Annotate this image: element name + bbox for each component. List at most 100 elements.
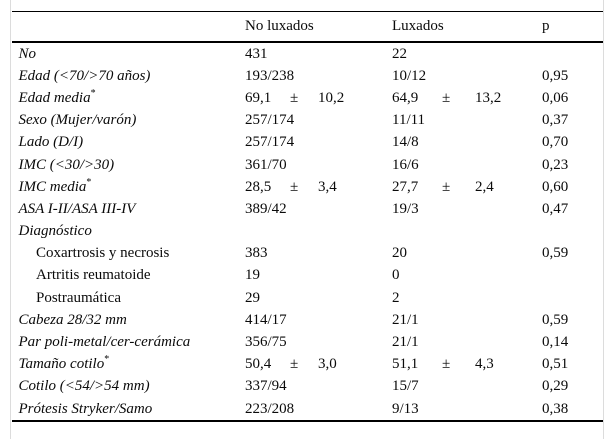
value-mean: 389/42 [245, 200, 287, 217]
row-label-cell: Edad (<70/>70 años) [12, 68, 245, 85]
luxados-cell: 15/7 [392, 378, 542, 395]
row-label-cell: Diagnóstico [12, 223, 245, 240]
row-label-cell: IMC (<30/>30) [12, 157, 245, 174]
table-row: Tamaño cotilo* 50,4 ±3,0 51,1 ±4,3 0,51 [12, 354, 603, 376]
row-label-cell: Cotilo (<54/>54 mm) [12, 378, 245, 395]
luxados-cell: 51,1 ±4,3 [392, 356, 542, 373]
luxados-cell: 21/1 [392, 312, 542, 329]
table-row: Edad (<70/>70 años) 193/238 10/12 0,95 [12, 65, 603, 87]
row-label: Cabeza 28/32 mm [18, 311, 127, 328]
luxados-cell: 11/11 [392, 112, 542, 129]
value-mean: 383 [245, 245, 268, 262]
table-row: ASA I-II/ASA III-IV 389/42 19/3 0,47 [12, 198, 603, 220]
row-label-cell: ASA I-II/ASA III-IV [12, 201, 245, 218]
row-label-cell: Coxartrosis y necrosis [12, 245, 245, 262]
no-luxados-cell: 28,5 ±3,4 [245, 179, 392, 196]
value-mean: 9/13 [392, 400, 419, 417]
value-sd: 4,3 [475, 356, 494, 373]
row-label: Postraumática [36, 289, 121, 306]
value-mean: 2 [392, 289, 400, 306]
table-row: Prótesis Stryker/Samo 223/208 9/13 0,38 [12, 398, 603, 420]
table-row: Par poli-metal/cer-cerámica 356/75 21/1 … [12, 331, 603, 353]
table-row: IMC media* 28,5 ±3,4 27,7 ±2,4 0,60 [12, 176, 603, 198]
row-label-cell: IMC media* [12, 176, 245, 196]
row-label-cell: Edad media* [12, 88, 245, 107]
value-mean: 356/75 [245, 334, 287, 351]
row-label: Diagnóstico [18, 223, 92, 240]
value-mean: 27,7 [392, 178, 419, 195]
luxados-cell: 14/8 [392, 134, 542, 151]
p-value-cell: 0,60 [542, 178, 569, 195]
luxados-cell: 64,9 ±13,2 [392, 90, 542, 107]
table-row: Edad media* 69,1 ±10,2 64,9 ±13,2 0,06 [12, 87, 603, 109]
plus-minus-sign: ± [442, 356, 451, 373]
value-mean: 21/1 [392, 334, 419, 351]
value-mean: 28,5 [245, 178, 272, 195]
figure-frame-right [603, 0, 604, 439]
value-sd: 10,2 [318, 89, 345, 106]
row-label: ASA I-II/ASA III-IV [18, 200, 136, 217]
row-label: IMC (<30/>30) [18, 156, 115, 173]
row-label-cell: Cabeza 28/32 mm [12, 312, 245, 329]
luxados-cell: 19/3 [392, 201, 542, 218]
value-sd: 3,4 [318, 178, 337, 195]
value-mean: 361/70 [245, 156, 287, 173]
footnote-asterisk: * [104, 354, 110, 366]
value-mean: 14/8 [392, 134, 419, 151]
value-mean: 21/1 [392, 311, 419, 328]
p-value-cell: 0,59 [542, 311, 569, 328]
value-mean: 16/6 [392, 156, 419, 173]
no-luxados-cell: 356/75 [245, 334, 392, 351]
p-value-cell: 0,51 [542, 356, 569, 373]
row-label-cell: Artritis reumatoide [12, 267, 245, 284]
value-mean: 223/208 [245, 400, 295, 417]
luxados-cell: 0 [392, 267, 542, 284]
value-mean: 10/12 [392, 67, 427, 84]
row-label: No [18, 45, 37, 62]
value-mean: 29 [245, 289, 260, 306]
row-label: IMC media [18, 178, 87, 195]
row-label: Artritis reumatoide [36, 267, 151, 284]
plus-minus-sign: ± [290, 356, 299, 373]
table-header-row: No luxados Luxados p [12, 12, 603, 43]
header-no-luxados: No luxados [245, 18, 314, 34]
no-luxados-cell: 69,1 ±10,2 [245, 90, 392, 107]
p-value-cell: 0,23 [542, 156, 569, 173]
table-row: Sexo (Mujer/varón) 257/174 11/11 0,37 [12, 110, 603, 132]
no-luxados-cell: 257/174 [245, 112, 392, 129]
no-luxados-cell: 414/17 [245, 312, 392, 329]
p-value-cell: 0,37 [542, 112, 569, 129]
p-value-cell: 0,70 [542, 134, 569, 151]
no-luxados-cell: 431 [245, 46, 392, 63]
table-row: Coxartrosis y necrosis 383 20 0,59 [12, 243, 603, 265]
row-label-cell: Prótesis Stryker/Samo [12, 401, 245, 418]
luxados-cell: 22 [392, 46, 542, 63]
value-sd: 13,2 [475, 89, 502, 106]
table-row: Postraumática 29 2 [12, 287, 603, 309]
p-value-cell: 0,95 [542, 67, 569, 84]
value-mean: 51,1 [392, 356, 419, 373]
p-value-cell: 0,47 [542, 200, 569, 217]
row-label: Edad (<70/>70 años) [18, 67, 151, 84]
no-luxados-cell: 257/174 [245, 134, 392, 151]
value-mean: 69,1 [245, 89, 272, 106]
row-label: Edad media [18, 89, 91, 106]
value-mean: 414/17 [245, 311, 287, 328]
header-luxados: Luxados [392, 18, 444, 34]
footnote-asterisk: * [86, 176, 92, 188]
value-mean: 193/238 [245, 67, 295, 84]
luxados-cell: 27,7 ±2,4 [392, 179, 542, 196]
p-value-cell: 0,06 [542, 89, 569, 106]
plus-minus-sign: ± [290, 89, 299, 106]
row-label-cell: Par poli-metal/cer-cerámica [12, 334, 245, 351]
row-label-cell: Postraumática [12, 290, 245, 307]
luxados-cell: 21/1 [392, 334, 542, 351]
no-luxados-cell: 389/42 [245, 201, 392, 218]
row-label: Tamaño cotilo [18, 356, 105, 373]
row-label: Par poli-metal/cer-cerámica [18, 334, 191, 351]
value-mean: 19/3 [392, 200, 419, 217]
p-value-cell: 0,14 [542, 334, 569, 351]
p-value-cell: 0,59 [542, 245, 569, 262]
value-mean: 0 [392, 267, 400, 284]
table-row: Artritis reumatoide 19 0 [12, 265, 603, 287]
